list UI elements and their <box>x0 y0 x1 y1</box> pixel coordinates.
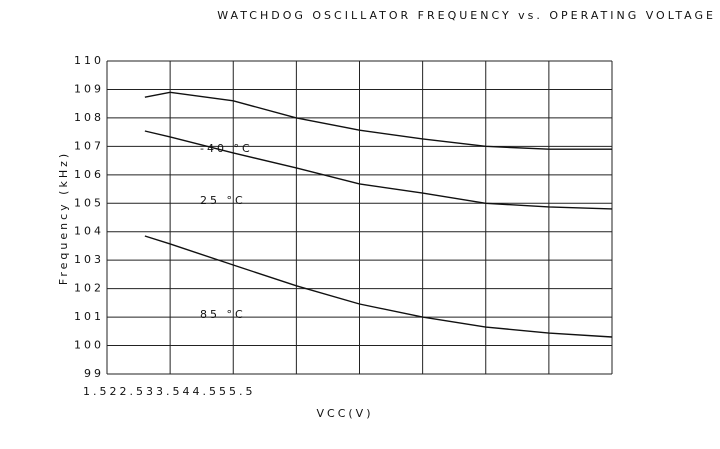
series-label: 25 °C <box>200 194 246 207</box>
y-tick-label: 105 <box>74 196 104 209</box>
y-tick-label: 104 <box>74 225 104 238</box>
y-tick-label: 108 <box>74 111 104 124</box>
y-tick-label: 106 <box>74 168 104 181</box>
chart-title: WATCHDOG OSCILLATOR FREQUENCY vs. OPERAT… <box>217 9 716 22</box>
x-axis-label: VCC(V) <box>317 407 374 420</box>
y-tick-label: 99 <box>84 367 104 380</box>
series-label: 85 °C <box>200 308 246 321</box>
y-tick-label: 107 <box>74 139 104 152</box>
y-tick-label: 100 <box>74 339 104 352</box>
x-tick-label: 4 <box>183 385 193 398</box>
x-tick-label: 5 <box>219 385 229 398</box>
y-tick-label: 109 <box>74 82 104 95</box>
y-tick-label: 101 <box>74 310 104 323</box>
x-tick-label: 2.5 <box>120 385 147 398</box>
x-tick-label: 1.5 <box>83 385 110 398</box>
y-tick-label: 103 <box>74 253 104 266</box>
x-tick-label: 2 <box>110 385 120 398</box>
line-series <box>144 235 613 338</box>
x-tick-label: 5.5 <box>229 385 256 398</box>
x-tick-label: 3.5 <box>156 385 183 398</box>
line-series <box>144 91 612 150</box>
y-tick-label: 102 <box>74 282 104 295</box>
series-label: -40 °C <box>200 142 253 155</box>
x-tick-label: 3 <box>146 385 156 398</box>
y-axis-label: Frequency (kHz) <box>57 151 70 285</box>
y-tick-label: 110 <box>74 54 104 67</box>
x-tick-label: 4.5 <box>193 385 220 398</box>
x-tick-labels: 1.522.533.544.555.5 <box>83 385 256 398</box>
line-series <box>144 130 613 210</box>
